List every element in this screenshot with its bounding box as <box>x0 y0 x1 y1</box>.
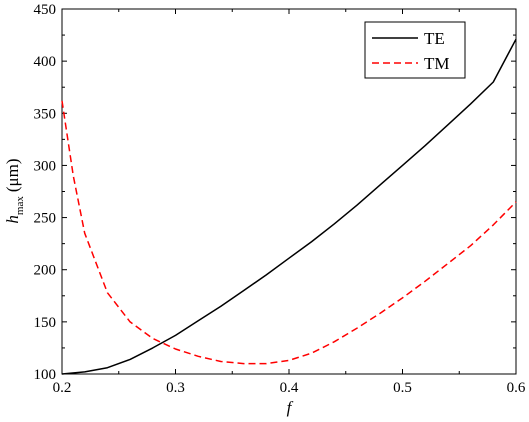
x-tick-label: 0.2 <box>53 380 72 396</box>
y-tick-label: 150 <box>34 315 57 331</box>
x-axis-title: f <box>287 398 294 417</box>
x-tick-label: 0.5 <box>393 380 412 396</box>
legend-box <box>364 21 466 79</box>
y-axis-title-subscript: max <box>14 196 26 215</box>
legend-label-te: TE <box>424 29 445 48</box>
y-tick-label: 400 <box>34 54 57 70</box>
legend-label-tm: TM <box>424 54 450 73</box>
series-line-te <box>61 38 517 375</box>
axis-ticks: 0.2 0.3 0.4 0.5 0.6 100 150 200 250 300 350 400 450 <box>34 2 526 396</box>
y-tick-label: 100 <box>34 367 57 383</box>
series-line-tm <box>61 100 517 365</box>
x-tick-label: 0.6 <box>507 380 526 396</box>
y-axis-title: hmax (μm) <box>3 158 26 223</box>
y-tick-label: 250 <box>34 211 57 227</box>
legend: TE TM <box>364 21 466 79</box>
x-tick-label: 0.3 <box>166 380 185 396</box>
y-axis-title-unit: (μm) <box>3 158 22 192</box>
series-layer <box>61 38 517 375</box>
y-axis-title-main: h <box>3 215 22 224</box>
y-tick-label: 450 <box>34 2 57 18</box>
y-tick-label: 200 <box>34 263 57 279</box>
y-tick-label: 300 <box>34 158 57 174</box>
x-tick-label: 0.4 <box>280 380 299 396</box>
y-tick-label: 350 <box>34 106 57 122</box>
